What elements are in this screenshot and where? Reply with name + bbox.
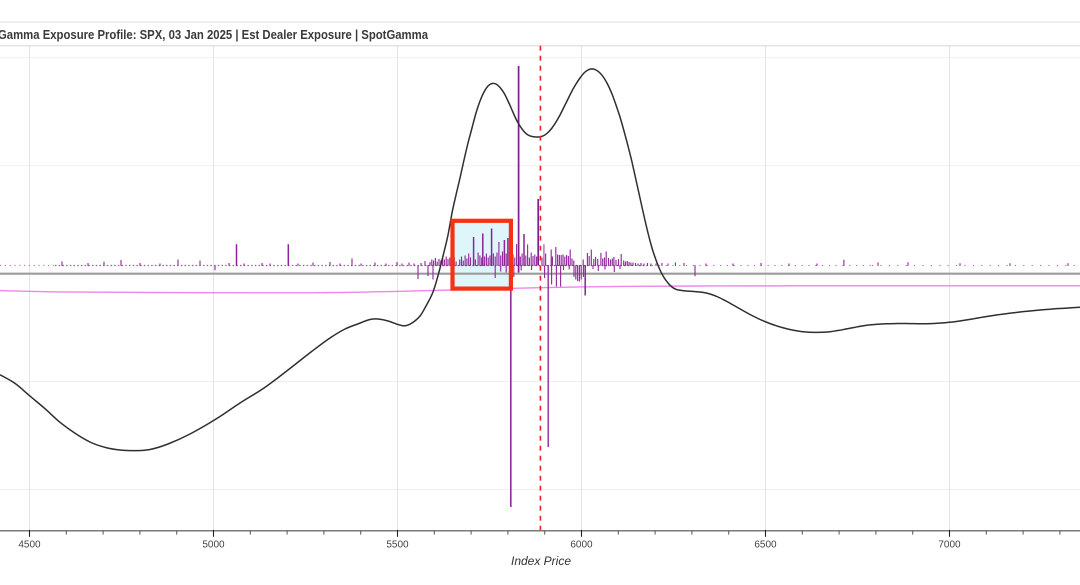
svg-text:5000: 5000 <box>202 540 225 551</box>
svg-text:6000: 6000 <box>570 540 593 551</box>
svg-text:Index Price: Index Price <box>511 554 571 568</box>
svg-text:7000: 7000 <box>938 540 961 551</box>
svg-text:5500: 5500 <box>386 540 409 551</box>
svg-text:6500: 6500 <box>754 540 777 551</box>
svg-text:Gamma Exposure Profile: SPX, 0: Gamma Exposure Profile: SPX, 03 Jan 2025… <box>0 28 429 42</box>
svg-text:4500: 4500 <box>18 540 41 551</box>
